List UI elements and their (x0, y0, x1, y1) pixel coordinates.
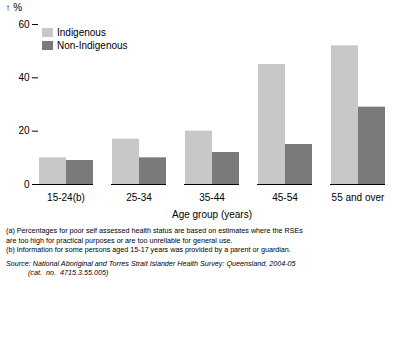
html-text:Source: National Aboriginal an: Source: National Aboriginal and Torres S… (6, 258, 296, 268)
svg-text:25-34: 25-34 (126, 192, 152, 203)
html-text:(b) Information for some perso: (b) Information for some persons aged 15… (6, 245, 291, 254)
svg-text:0: 0 (24, 179, 30, 190)
svg-text:45-54: 45-54 (272, 192, 298, 203)
svg-text:Age group (years): Age group (years) (172, 209, 252, 220)
html-text:Non-Indigenous: Non-Indigenous (57, 40, 128, 51)
svg-text:15-24(b): 15-24(b) (47, 192, 85, 203)
html-text:are too high for practical pur: are too high for practical purposes or a… (6, 235, 233, 245)
svg-text:55 and over: 55 and over (332, 192, 385, 203)
svg-text:40: 40 (18, 72, 30, 83)
html-text:Indigenous: Indigenous (57, 27, 106, 38)
svg-text:60: 60 (18, 19, 30, 30)
html-text:(a) Percentages for poor self: (a) Percentages for poor self assessed h… (6, 226, 303, 235)
svg-text:↑ %: ↑ % (6, 2, 23, 13)
svg-text:35-44: 35-44 (199, 192, 225, 203)
svg-text:20: 20 (18, 125, 30, 136)
html-text:(cat. no. 4715.3.55.005): (cat. no. 4715.3.55.005) (6, 268, 109, 277)
